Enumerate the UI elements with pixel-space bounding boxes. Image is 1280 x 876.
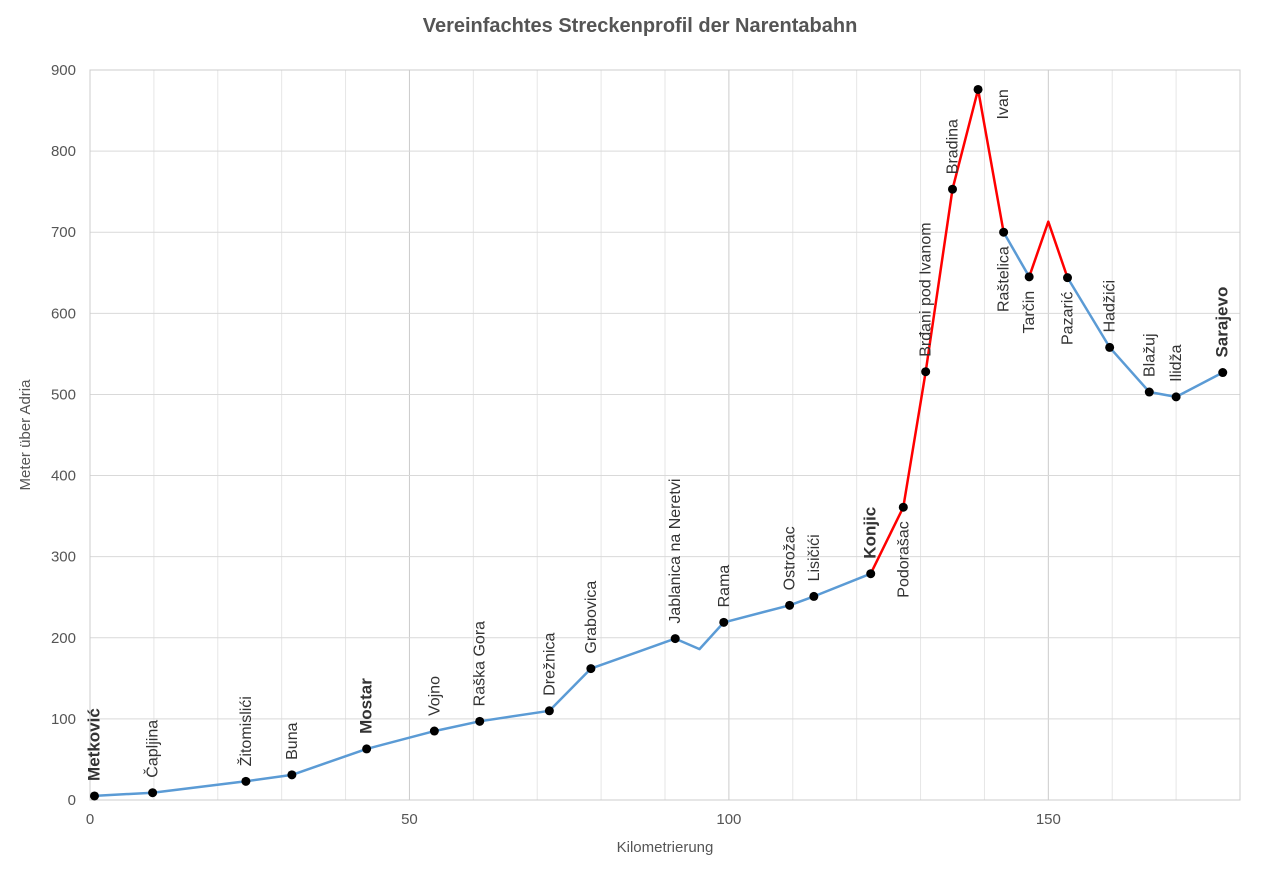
y-tick-label: 500 bbox=[51, 386, 76, 403]
y-tick-label: 600 bbox=[51, 305, 76, 322]
station-labels: Metković Čapljina Žitomislići Buna Mostar Voj… bbox=[84, 89, 1231, 781]
station-marker bbox=[1218, 368, 1228, 378]
grid bbox=[90, 70, 1240, 800]
station-markers bbox=[89, 84, 1228, 801]
station-marker bbox=[973, 84, 983, 94]
station-label: Ivan bbox=[995, 89, 1012, 119]
chart-title: Vereinfachtes Streckenprofil der Narenta… bbox=[423, 15, 858, 37]
station-label: Konjic bbox=[861, 507, 880, 559]
x-tick-label: 100 bbox=[716, 811, 741, 828]
station-label: Rama bbox=[716, 565, 733, 608]
station-label: Jablanica na Neretvi bbox=[667, 479, 684, 624]
station-label: Sarajevo bbox=[1213, 287, 1232, 358]
station-label: Bradina bbox=[945, 119, 962, 174]
station-marker bbox=[1024, 272, 1034, 282]
station-marker bbox=[544, 706, 554, 716]
station-marker bbox=[1171, 392, 1181, 402]
station-label: Tarčin bbox=[1021, 291, 1038, 334]
x-axis-ticks: 0 50 100 150 bbox=[86, 811, 1061, 828]
station-label: Čapljina bbox=[143, 720, 162, 778]
station-label: Mostar bbox=[357, 678, 376, 734]
station-label: Lisičići bbox=[806, 534, 823, 581]
station-marker bbox=[1063, 273, 1072, 283]
station-marker bbox=[429, 726, 439, 736]
y-axis-title: Meter über Adria bbox=[17, 379, 34, 491]
y-tick-label: 200 bbox=[51, 630, 76, 647]
station-marker bbox=[948, 184, 957, 194]
station-label: Pazarić bbox=[1060, 292, 1077, 345]
station-label: Drežnica bbox=[541, 633, 558, 696]
series-line bbox=[1027, 220, 1069, 279]
station-marker bbox=[475, 716, 485, 726]
station-marker bbox=[898, 502, 908, 512]
x-tick-label: 50 bbox=[401, 811, 418, 828]
y-tick-label: 900 bbox=[51, 62, 76, 79]
station-marker bbox=[148, 788, 158, 798]
station-marker bbox=[362, 744, 372, 754]
station-marker bbox=[809, 591, 819, 601]
x-axis-title: Kilometrierung bbox=[617, 839, 714, 856]
station-label: Ilidža bbox=[1168, 344, 1185, 381]
y-tick-label: 400 bbox=[51, 468, 76, 485]
station-marker bbox=[670, 634, 680, 644]
y-tick-label: 700 bbox=[51, 224, 76, 241]
station-marker bbox=[586, 664, 596, 674]
series-line bbox=[869, 88, 1005, 575]
station-marker bbox=[89, 791, 99, 801]
station-marker bbox=[866, 569, 876, 579]
station-label: Raška Gora bbox=[472, 621, 489, 706]
x-tick-label: 150 bbox=[1036, 811, 1061, 828]
station-label: Buna bbox=[284, 722, 301, 759]
station-marker bbox=[287, 770, 297, 780]
y-tick-label: 100 bbox=[51, 711, 76, 728]
station-marker bbox=[1144, 387, 1154, 397]
station-marker bbox=[999, 227, 1009, 237]
station-marker bbox=[1105, 342, 1115, 352]
station-label: Podorašac bbox=[895, 521, 912, 598]
y-tick-label: 300 bbox=[51, 549, 76, 566]
station-label: Grabovica bbox=[583, 581, 600, 654]
series-lines bbox=[93, 88, 1225, 798]
station-label: Ostrožac bbox=[782, 526, 799, 590]
station-label: Blažuj bbox=[1141, 333, 1158, 377]
station-label: Žitomislići bbox=[236, 696, 255, 766]
x-tick-label: 0 bbox=[86, 811, 94, 828]
series-line bbox=[1002, 230, 1031, 279]
y-tick-label: 0 bbox=[68, 792, 76, 809]
station-label: Metković bbox=[84, 708, 103, 781]
y-tick-label: 800 bbox=[51, 143, 76, 160]
station-marker bbox=[719, 617, 729, 627]
plot-area-border bbox=[89, 69, 1241, 801]
station-label: Vojno bbox=[426, 676, 443, 716]
station-label: Brđani pod Ivanom bbox=[918, 222, 935, 356]
y-axis-ticks: 0 100 200 300 400 500 600 700 800 900 bbox=[51, 62, 76, 809]
station-marker bbox=[921, 367, 931, 377]
station-label: Hadžići bbox=[1102, 280, 1119, 332]
station-marker bbox=[241, 776, 251, 786]
station-label: Raštelica bbox=[996, 246, 1013, 312]
station-marker bbox=[785, 600, 795, 610]
